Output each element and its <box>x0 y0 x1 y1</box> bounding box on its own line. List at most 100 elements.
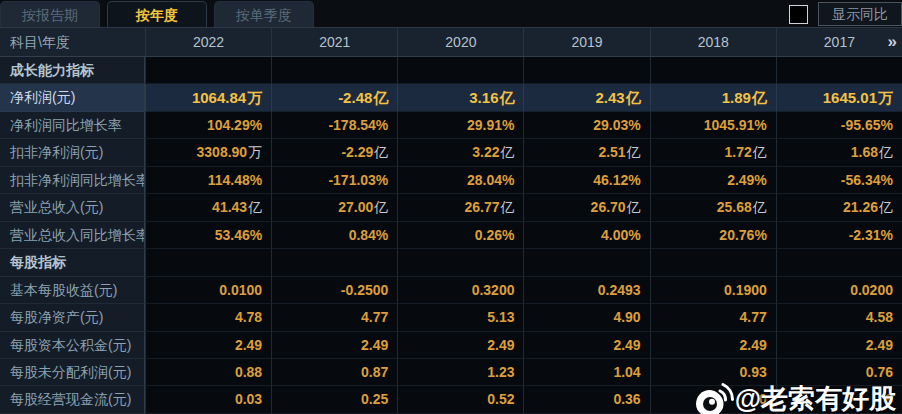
value-cell: 4.77 <box>650 304 776 331</box>
column-header-2020: 2020 <box>397 28 523 56</box>
value-cell: -95.65% <box>776 112 902 139</box>
value-cell: 46.12% <box>523 167 649 194</box>
column-header-2022: 2022 <box>145 28 271 56</box>
value-cell: 27.00亿 <box>271 194 397 221</box>
table-row[interactable]: 营业总收入(元)41.43亿27.00亿26.77亿26.70亿25.68亿21… <box>0 194 902 221</box>
value-cell: 1645.01万 <box>776 84 902 111</box>
value-cell: 29.03% <box>523 112 649 139</box>
tab-by-single-quarter[interactable]: 按单季度 <box>214 1 314 27</box>
value-cell: 2.43亿 <box>523 84 649 111</box>
value-cell: 2.49 <box>397 332 523 359</box>
value-cell: 1.89亿 <box>650 84 776 111</box>
value-cell: -56.34% <box>776 167 902 194</box>
value-cell: 5.13 <box>397 304 523 331</box>
column-header-2018: 2018 <box>650 28 776 56</box>
value-cell: 3308.90万 <box>145 139 271 166</box>
table-row[interactable]: 净利润(元)1064.84万-2.48亿3.16亿2.43亿1.89亿1645.… <box>0 84 902 111</box>
value-cell: 0.0200 <box>776 277 902 304</box>
value-cell: 0.2493 <box>523 277 649 304</box>
value-cell <box>650 57 776 84</box>
value-unit: 亿 <box>500 144 514 160</box>
row-label: 每股指标 <box>0 249 145 276</box>
value-unit: 亿 <box>374 144 388 160</box>
value-cell: 2.49 <box>145 332 271 359</box>
value-cell <box>397 249 523 276</box>
value-cell: 4.00% <box>523 222 649 249</box>
value-cell: 1.04 <box>523 359 649 386</box>
value-cell: 1064.84万 <box>145 84 271 111</box>
value-cell: 29.91% <box>397 112 523 139</box>
value-unit: 亿 <box>374 199 388 215</box>
value-unit: 亿 <box>753 199 767 215</box>
table-row[interactable]: 基本每股收益(元)0.0100-0.25000.32000.24930.1900… <box>0 277 902 304</box>
value-cell: -0.2500 <box>271 277 397 304</box>
value-cell: 0.1900 <box>650 277 776 304</box>
value-cell: 0.87 <box>271 359 397 386</box>
value-cell: 2.49 <box>650 332 776 359</box>
value-cell <box>650 249 776 276</box>
value-cell: 2.49 <box>523 332 649 359</box>
show-yoy-label[interactable]: 显示同比 <box>818 2 902 26</box>
table-row[interactable]: 成长能力指标 <box>0 57 902 84</box>
value-cell: -178.54% <box>271 112 397 139</box>
column-header-2017: 2017 <box>776 28 902 56</box>
value-cell: 0.3200 <box>397 277 523 304</box>
table-row[interactable]: 每股资本公积金(元)2.492.492.492.492.492.49 <box>0 332 902 359</box>
row-label: 营业总收入同比增长率 <box>0 222 145 249</box>
financial-table-app: 按报告期 按年度 按单季度 显示同比 科目\年度 202220212020201… <box>0 0 902 414</box>
tab-by-year[interactable]: 按年度 <box>107 1 207 27</box>
value-unit: 亿 <box>499 89 514 106</box>
value-cell: 4.58 <box>776 304 902 331</box>
table-header-row: 科目\年度 202220212020201920182017» <box>0 28 902 57</box>
value-cell <box>523 249 649 276</box>
value-unit: 亿 <box>752 89 767 106</box>
table-row[interactable]: 每股指标 <box>0 249 902 276</box>
table-row[interactable]: 营业总收入同比增长率53.46%0.84%0.26%4.00%20.76%-2.… <box>0 222 902 249</box>
value-cell: 0.52 <box>397 386 523 413</box>
value-cell: 2.49% <box>650 167 776 194</box>
value-cell: 114.48% <box>145 167 271 194</box>
value-cell: 2.51亿 <box>523 139 649 166</box>
row-label: 扣非净利润(元) <box>0 139 145 166</box>
row-label: 基本每股收益(元) <box>0 277 145 304</box>
value-cell: 0.93 <box>650 359 776 386</box>
value-cell: 0.25 <box>271 386 397 413</box>
value-cell <box>776 249 902 276</box>
row-label: 营业总收入(元) <box>0 194 145 221</box>
row-label: 每股经营现金流(元) <box>0 386 145 413</box>
table-row[interactable]: 每股经营现金流(元)0.030.250.520.3609 <box>0 386 902 413</box>
value-cell: 0.03 <box>145 386 271 413</box>
value-unit: 亿 <box>879 199 893 215</box>
table-row[interactable]: 扣非净利润同比增长率114.48%-171.03%28.04%46.12%2.4… <box>0 167 902 194</box>
value-unit: 亿 <box>879 144 893 160</box>
more-columns-icon[interactable]: » <box>888 28 897 56</box>
value-cell: 0.0100 <box>145 277 271 304</box>
value-unit: 亿 <box>373 89 388 106</box>
column-header-2019: 2019 <box>523 28 649 56</box>
table-row[interactable]: 每股净资产(元)4.784.775.134.904.774.58 <box>0 304 902 331</box>
value-cell: 25.68亿 <box>650 194 776 221</box>
yoy-control-group: 显示同比 <box>789 2 902 26</box>
value-cell <box>145 249 271 276</box>
table-row[interactable]: 每股未分配利润(元)0.880.871.231.040.930.76 <box>0 359 902 386</box>
value-cell: -171.03% <box>271 167 397 194</box>
value-cell: 0.36 <box>523 386 649 413</box>
table-body: 成长能力指标净利润(元)1064.84万-2.48亿3.16亿2.43亿1.89… <box>0 57 902 414</box>
show-yoy-checkbox[interactable] <box>789 5 808 24</box>
value-cell <box>776 57 902 84</box>
table-row[interactable]: 净利润同比增长率104.29%-178.54%29.91%29.03%1045.… <box>0 112 902 139</box>
tab-by-report-period[interactable]: 按报告期 <box>0 1 100 27</box>
value-unit: 亿 <box>753 144 767 160</box>
value-cell: 104.29% <box>145 112 271 139</box>
value-cell: 9 <box>776 386 902 413</box>
value-cell <box>145 57 271 84</box>
value-cell: 53.46% <box>145 222 271 249</box>
value-unit: 亿 <box>627 144 641 160</box>
corner-header-label: 科目\年度 <box>0 28 145 56</box>
value-unit: 亿 <box>627 199 641 215</box>
table-row[interactable]: 扣非净利润(元)3308.90万-2.29亿3.22亿2.51亿1.72亿1.6… <box>0 139 902 166</box>
value-cell: 41.43亿 <box>145 194 271 221</box>
value-cell: 20.76% <box>650 222 776 249</box>
value-cell <box>523 57 649 84</box>
value-cell <box>397 57 523 84</box>
